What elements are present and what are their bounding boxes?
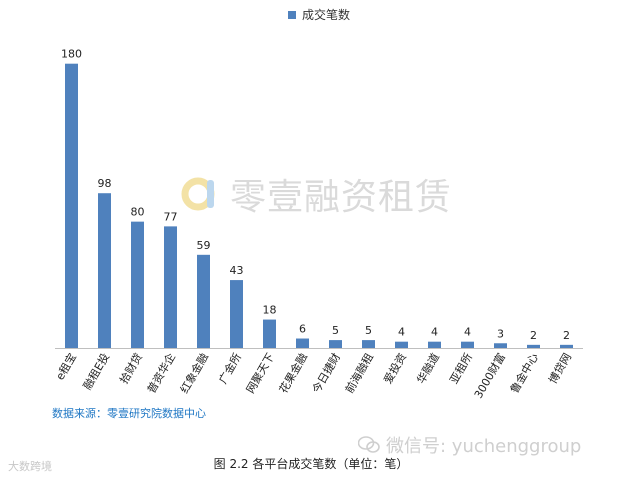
wechat-watermark: 微信号: yuchenggroup [358, 432, 581, 458]
wechat-icon [358, 436, 380, 453]
data-label: 80 [131, 206, 145, 219]
data-label: 2 [563, 329, 570, 342]
bar [527, 344, 540, 348]
bar [362, 340, 375, 348]
bar [560, 344, 573, 348]
data-label: 98 [98, 177, 112, 190]
bar [263, 319, 276, 348]
data-label: 77 [164, 210, 178, 223]
x-tick-label: 鲁金中心 [507, 351, 541, 396]
x-tick-label: 今日捷财 [309, 351, 343, 396]
data-label: 5 [365, 324, 372, 337]
data-label: 2 [530, 329, 537, 342]
x-tick-label: 华融道 [413, 351, 442, 387]
x-tick-label: 爱投资 [380, 351, 409, 387]
data-label: 4 [464, 326, 471, 339]
bar [197, 254, 210, 348]
bar [395, 341, 408, 348]
bar [98, 193, 111, 348]
bar [65, 63, 78, 348]
x-tick-label: e租宝 [53, 351, 80, 383]
brand-watermark-text: 零壹融资租赁 [230, 177, 453, 218]
bar [494, 343, 507, 348]
data-label: 59 [197, 239, 211, 252]
data-label: 4 [398, 326, 405, 339]
x-tick-label: 花果金融 [276, 351, 310, 396]
data-label: 6 [299, 323, 306, 336]
brand-logo-icon [181, 177, 215, 211]
x-tick-label: 普资华企 [144, 351, 178, 396]
data-label: 180 [61, 48, 82, 61]
x-tick-label: 广金所 [215, 351, 244, 387]
bar [164, 226, 177, 348]
bar [428, 341, 441, 348]
x-tick-label: 前海融租 [342, 351, 376, 396]
x-tick-label: 网聚天下 [244, 351, 277, 396]
figure-caption: 图 2.2 各平台成交笔数（单位：笔） [213, 457, 409, 471]
bar [230, 280, 243, 348]
data-label: 4 [431, 326, 438, 339]
bar [461, 341, 474, 348]
x-tick-label: 亚租所 [447, 351, 475, 386]
x-tick-label: 拾财贷 [116, 351, 145, 387]
legend: 成交笔数 [288, 6, 350, 23]
wechat-id: 微信号: yuchenggroup [386, 436, 582, 457]
bar [296, 338, 309, 348]
legend-swatch [288, 10, 296, 19]
legend-label: 成交笔数 [302, 8, 351, 22]
corner-watermark-text: 大数跨境 [8, 460, 52, 473]
x-tick-label: 3000财富 [471, 351, 508, 401]
x-tick-label: 博贷网 [545, 351, 574, 387]
brand-watermark: 零壹融资租赁 [180, 168, 452, 220]
data-label: 43 [230, 264, 244, 277]
data-label: 18 [263, 304, 277, 317]
source-note: 数据来源：零壹研究院数据中心 [52, 407, 206, 420]
data-label: 5 [332, 324, 339, 337]
x-tick-label: 红象金融 [177, 351, 211, 396]
x-tick-label: 融租E投 [80, 351, 112, 393]
bar [131, 221, 144, 348]
data-label: 3 [497, 327, 504, 340]
bar [329, 340, 342, 348]
corner-watermark: 大数跨境 [8, 458, 52, 474]
